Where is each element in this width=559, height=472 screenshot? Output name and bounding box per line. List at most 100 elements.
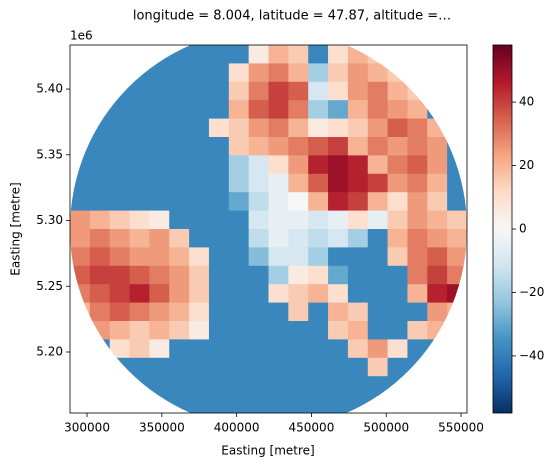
cell — [109, 321, 131, 340]
cell — [367, 394, 389, 413]
y-tick-label: 5.30 — [36, 213, 63, 227]
cell — [109, 137, 131, 156]
cell — [347, 118, 369, 138]
cell — [189, 321, 210, 340]
cell — [387, 81, 408, 101]
x-tick-label: 300000 — [64, 421, 110, 435]
cell — [129, 100, 150, 120]
cell — [89, 155, 111, 175]
cell — [248, 137, 269, 156]
cell — [149, 339, 170, 359]
cell — [367, 357, 389, 377]
cell — [248, 173, 269, 193]
cell — [70, 173, 91, 193]
cell — [268, 394, 289, 413]
x-tick-label: 500000 — [363, 421, 409, 435]
cell — [308, 357, 329, 377]
cell — [129, 376, 150, 396]
cell — [387, 173, 408, 193]
cell — [189, 118, 210, 138]
cell — [288, 63, 309, 83]
cell — [347, 137, 369, 156]
cell — [347, 45, 369, 64]
cell — [367, 229, 389, 248]
cell — [248, 321, 269, 340]
colorbar-tick-label: −20 — [519, 285, 544, 299]
cell — [70, 137, 91, 156]
cell — [367, 118, 389, 138]
x-axis-label: Easting [metre] — [221, 444, 314, 458]
cell — [228, 173, 250, 193]
cell — [208, 118, 230, 138]
cell — [447, 394, 467, 413]
cell — [169, 173, 190, 193]
cell — [367, 210, 389, 230]
cell — [70, 265, 91, 285]
cell — [328, 173, 349, 193]
cell — [367, 265, 389, 285]
x-tick-label: 450000 — [289, 421, 335, 435]
cell — [367, 63, 389, 83]
cell — [427, 394, 448, 413]
cell — [407, 210, 428, 230]
cell — [169, 302, 190, 322]
cell — [248, 81, 269, 101]
cell — [189, 100, 210, 120]
cell — [288, 284, 309, 304]
cell — [169, 210, 190, 230]
cell — [427, 210, 448, 230]
cell — [109, 45, 131, 64]
cell — [407, 265, 428, 285]
cell — [109, 63, 131, 83]
cell — [89, 229, 111, 248]
cell — [208, 100, 230, 120]
cell — [228, 302, 250, 322]
cell — [427, 63, 448, 83]
cell — [89, 321, 111, 340]
cell — [208, 247, 230, 267]
cell — [387, 321, 408, 340]
y-tick-label: 5.20 — [36, 344, 63, 358]
cell — [367, 376, 389, 396]
cell — [228, 247, 250, 267]
cell — [89, 100, 111, 120]
cell — [427, 45, 448, 64]
cell — [347, 229, 369, 248]
cell — [169, 229, 190, 248]
cell — [387, 265, 408, 285]
cell — [109, 247, 131, 267]
cell — [248, 192, 269, 212]
cell — [70, 192, 91, 212]
cell — [387, 155, 408, 175]
cell — [308, 321, 329, 340]
cell — [427, 339, 448, 359]
plot-frame — [69, 44, 468, 414]
cell — [387, 302, 408, 322]
cell — [208, 376, 230, 396]
cell — [208, 45, 230, 64]
cell — [447, 302, 467, 322]
cell — [427, 81, 448, 101]
cell — [288, 376, 309, 396]
cell — [387, 339, 408, 359]
cell — [347, 357, 369, 377]
cell — [387, 376, 408, 396]
cell — [288, 137, 309, 156]
cell — [129, 265, 150, 285]
cell — [129, 339, 150, 359]
cell — [427, 155, 448, 175]
cell — [288, 155, 309, 175]
cell — [109, 81, 131, 101]
cell — [208, 192, 230, 212]
cell — [109, 210, 131, 230]
cell — [427, 100, 448, 120]
cell — [228, 357, 250, 377]
cell — [149, 81, 170, 101]
cell — [129, 192, 150, 212]
cell — [407, 284, 428, 304]
cell — [447, 137, 467, 156]
cell — [288, 265, 309, 285]
cell — [169, 192, 190, 212]
cell — [169, 339, 190, 359]
cell — [129, 394, 150, 413]
